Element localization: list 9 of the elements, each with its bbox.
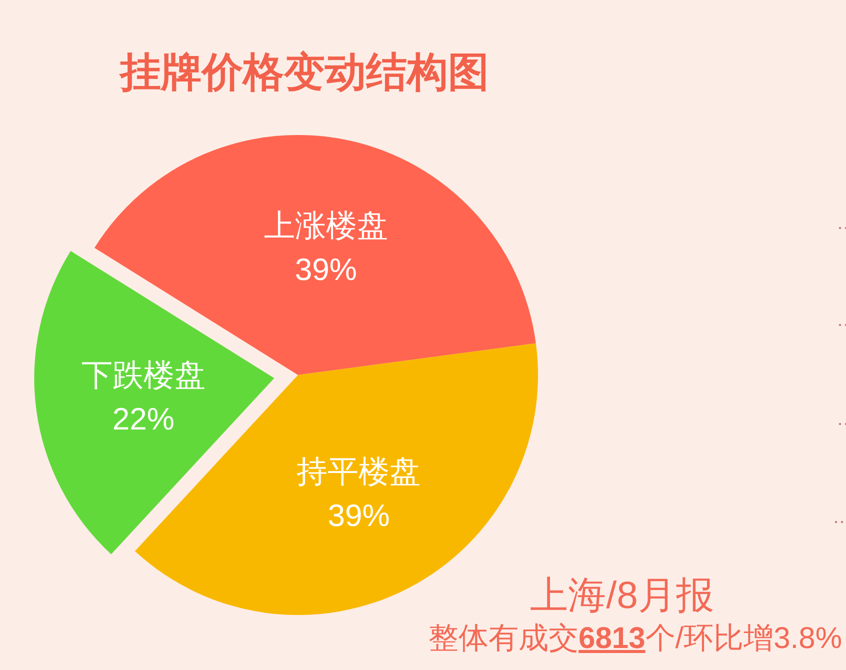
data-label: 39% [328, 498, 390, 534]
slice-label: 上涨楼盘 [264, 208, 388, 243]
text: 整体有成交6813个/环比增3.8% [428, 622, 842, 655]
data-label: 22% [112, 402, 174, 437]
slice-label: 持平楼盘 [296, 454, 421, 490]
slice-label: 下跌楼盘 [81, 358, 206, 393]
data-label: 39% [294, 252, 357, 287]
text: 上海/8月报 [530, 575, 714, 617]
chart-title: 挂牌价格变动结构图 [118, 49, 489, 95]
